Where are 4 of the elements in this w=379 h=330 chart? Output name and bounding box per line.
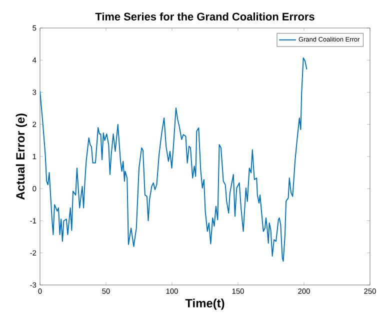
line-series <box>40 57 308 262</box>
y-axis-title: Actual Error (e) <box>16 114 27 200</box>
chart-title: Time Series for the Grand Coalition Errors <box>95 12 314 21</box>
x-axis-title: Time(t) <box>185 298 224 310</box>
